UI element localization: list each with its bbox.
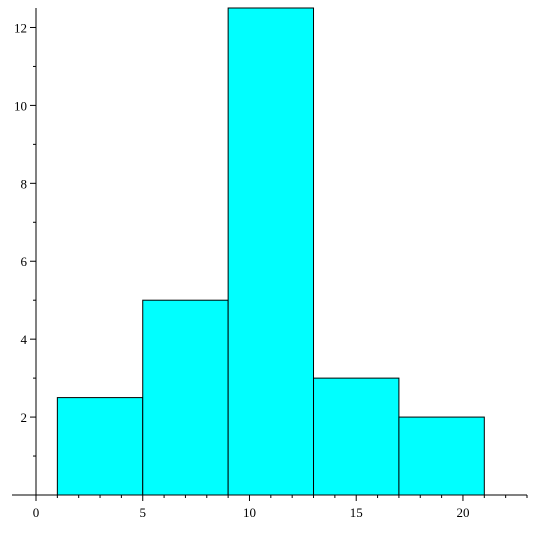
x-tick-label: 5 bbox=[139, 505, 146, 520]
x-tick-label: 15 bbox=[350, 505, 363, 520]
histogram-bar-3 bbox=[227, 7, 315, 496]
histogram-bar-2 bbox=[142, 299, 229, 496]
bars-layer bbox=[56, 7, 485, 496]
x-tick-label: 10 bbox=[243, 505, 256, 520]
x-tick-label: 0 bbox=[33, 505, 40, 520]
histogram-bar-5 bbox=[398, 416, 485, 496]
x-tick-label: 20 bbox=[456, 505, 469, 520]
y-tick-label: 6 bbox=[21, 254, 28, 269]
tick-labels-layer: 0 5 10 15 20 2 4 6 8 10 12 bbox=[14, 20, 469, 520]
y-tick-label: 10 bbox=[14, 98, 27, 113]
y-tick-label: 8 bbox=[21, 176, 28, 191]
histogram-bar-4 bbox=[313, 377, 400, 496]
y-tick-label: 12 bbox=[14, 20, 27, 35]
ticks-layer bbox=[30, 26, 528, 501]
histogram-bar-1 bbox=[56, 397, 144, 496]
y-tick-label: 2 bbox=[21, 410, 28, 425]
y-tick-label: 4 bbox=[21, 332, 28, 347]
